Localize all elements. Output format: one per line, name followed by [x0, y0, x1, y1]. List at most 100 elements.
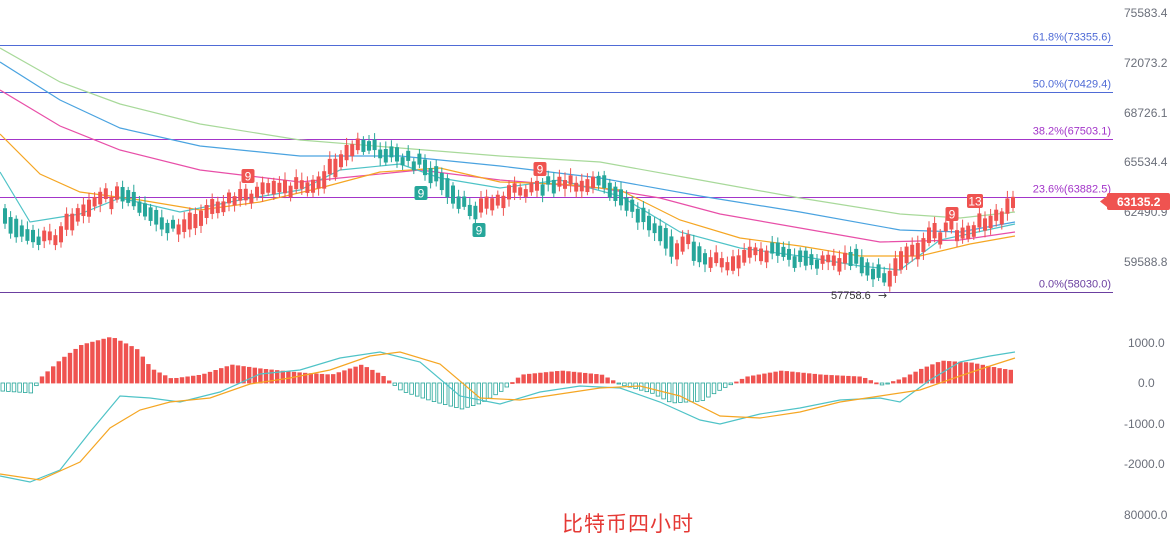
- candle-body: [439, 172, 444, 191]
- macd-histogram-bar: [728, 382, 733, 386]
- macd-histogram-bar: [174, 377, 179, 384]
- candle-body: [999, 211, 1004, 225]
- macd-histogram-bar: [560, 370, 565, 384]
- candle-body: [988, 215, 993, 229]
- candle-body: [747, 246, 752, 258]
- current-price-label: 63135.2: [1117, 195, 1161, 209]
- candle-body: [243, 188, 248, 201]
- macd-histogram-bar: [112, 338, 117, 384]
- candle-body: [960, 227, 965, 239]
- fib-label: 61.8%(73355.6): [1033, 32, 1111, 44]
- candle-body: [462, 196, 467, 207]
- macd-histogram-bar: [230, 364, 235, 384]
- macd-histogram-bar: [616, 382, 621, 385]
- macd-histogram-bar: [594, 374, 599, 384]
- candle-body: [103, 188, 108, 200]
- candle-body: [848, 251, 853, 266]
- macd-histogram-bar: [185, 376, 190, 384]
- candle-body: [803, 250, 808, 266]
- candle-body: [893, 258, 898, 276]
- candle-body: [927, 227, 931, 243]
- macd-histogram-bar: [874, 382, 879, 385]
- macd-histogram-bar: [924, 366, 929, 384]
- macd-histogram-bar: [650, 382, 655, 394]
- td-label: 9: [949, 208, 956, 222]
- candle-body: [445, 178, 450, 198]
- fib-label: 38.2%(67503.1): [1033, 126, 1111, 138]
- macd-histogram-bar: [118, 340, 123, 384]
- candle-body: [456, 196, 461, 209]
- macd-histogram-bar: [818, 374, 823, 384]
- macd-histogram-bar: [997, 368, 1002, 384]
- macd-histogram-bar: [319, 373, 325, 384]
- candle-body: [344, 144, 349, 161]
- macd-histogram-bar: [280, 370, 285, 384]
- macd-histogram-bar: [146, 364, 151, 384]
- candle-body: [400, 157, 405, 166]
- candle-body: [691, 241, 696, 261]
- macd-histogram-bar: [426, 382, 431, 401]
- candle-body: [210, 199, 215, 214]
- candle-body: [428, 167, 433, 184]
- macd-histogram-bar: [190, 375, 196, 384]
- macd-histogram-bar: [863, 377, 868, 384]
- td-label: 9: [418, 187, 425, 201]
- macd-histogram-bar: [678, 382, 683, 403]
- candle-body: [591, 176, 595, 189]
- candle-body: [859, 257, 864, 274]
- macd-histogram-bar: [661, 382, 666, 400]
- candle-body: [826, 254, 831, 263]
- macd-histogram-bar: [123, 343, 129, 384]
- candle-body: [820, 255, 825, 264]
- macd-histogram-bar: [947, 361, 952, 384]
- macd-histogram-bar: [672, 382, 677, 404]
- candle-body: [994, 209, 999, 221]
- candle-body: [199, 210, 203, 226]
- candle-body: [792, 256, 797, 268]
- price-tick: 68726.1: [1124, 106, 1168, 120]
- candle-body: [395, 147, 399, 162]
- candle-body: [36, 236, 41, 245]
- macd-histogram-bar: [101, 338, 106, 384]
- macd-histogram-bar: [308, 373, 313, 384]
- candle-body: [607, 182, 612, 198]
- macd-histogram-bar: [151, 369, 157, 384]
- fib-label: 50.0%(70429.4): [1033, 79, 1111, 91]
- macd-histogram-bar: [314, 373, 319, 384]
- candle-body: [725, 262, 730, 271]
- candle-body: [557, 176, 562, 187]
- candle-body: [59, 226, 63, 243]
- macd-histogram-bar: [700, 382, 705, 401]
- candle-body: [915, 242, 920, 260]
- candle-body: [770, 242, 775, 254]
- macd-histogram-bar: [577, 372, 582, 384]
- candle-body: [647, 215, 651, 231]
- macd-histogram-bar: [812, 373, 817, 384]
- macd-histogram-bar: [202, 373, 207, 384]
- candle-body: [899, 251, 903, 270]
- candle-body: [204, 205, 209, 218]
- candle-body: [742, 249, 747, 263]
- macd-histogram-bar: [162, 375, 168, 384]
- macd-histogram-bar: [17, 382, 22, 393]
- macd-histogram-bar: [706, 382, 711, 398]
- macd-histogram-bar: [1003, 369, 1008, 384]
- candle-body: [249, 193, 254, 204]
- candle-body: [288, 185, 293, 198]
- macd-histogram-bar: [493, 382, 498, 396]
- ma-line-blue: [0, 61, 1016, 233]
- candle-body: [271, 180, 276, 195]
- candle-body: [215, 201, 220, 214]
- macd-histogram-bar: [67, 352, 73, 384]
- candle-body: [238, 189, 243, 201]
- macd-histogram-bar: [840, 375, 845, 384]
- fibonacci-levels: 61.8%(73355.6) 50.0%(70429.4) 38.2%(67503.…: [0, 32, 1113, 293]
- td-label-box: [945, 207, 959, 221]
- candle-body: [411, 161, 416, 171]
- candle-body: [8, 217, 13, 234]
- candle-body: [518, 187, 523, 196]
- candle-body: [19, 225, 24, 237]
- macd-histogram-bar: [375, 372, 381, 384]
- macd-histogram-bar: [95, 340, 101, 384]
